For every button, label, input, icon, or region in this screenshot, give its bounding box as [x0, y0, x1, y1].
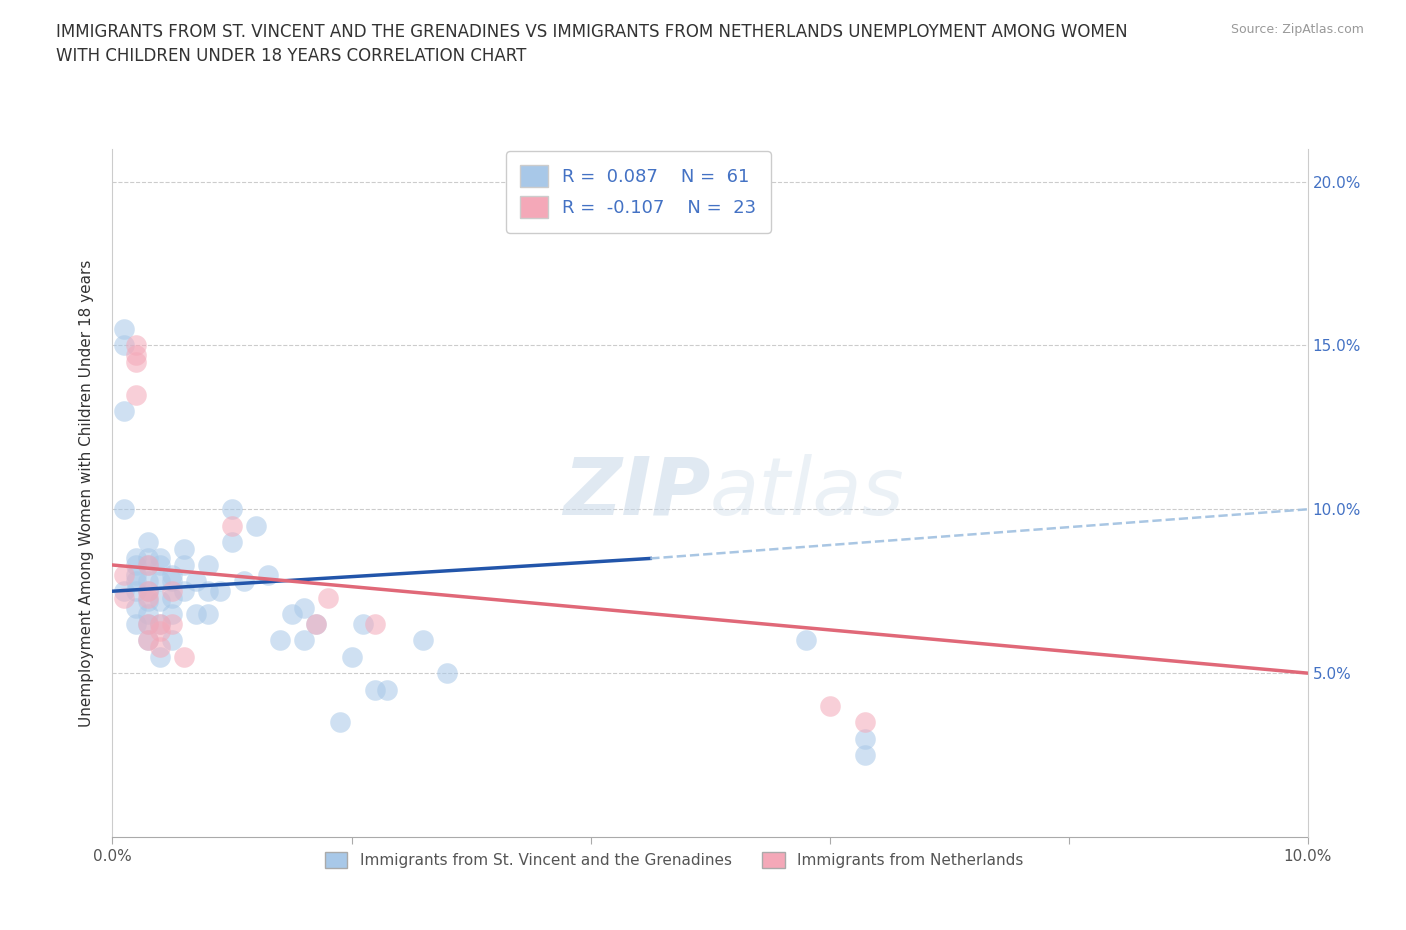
- Point: [138, 574, 160, 589]
- Point: [221, 535, 243, 550]
- Point: [162, 584, 183, 599]
- Point: [149, 640, 172, 655]
- Point: [269, 633, 291, 648]
- Point: [292, 633, 315, 648]
- Point: [138, 606, 160, 621]
- Point: [125, 600, 148, 615]
- Point: [162, 617, 183, 631]
- Point: [316, 591, 339, 605]
- Point: [364, 617, 387, 631]
- Point: [436, 666, 458, 681]
- Y-axis label: Unemployment Among Women with Children Under 18 years: Unemployment Among Women with Children U…: [79, 259, 94, 726]
- Point: [162, 606, 183, 621]
- Point: [114, 322, 135, 337]
- Legend: Immigrants from St. Vincent and the Grenadines, Immigrants from Netherlands: Immigrants from St. Vincent and the Gren…: [319, 846, 1029, 874]
- Point: [173, 558, 195, 573]
- Point: [162, 567, 183, 582]
- Point: [114, 567, 135, 582]
- Point: [162, 591, 183, 605]
- Point: [125, 387, 148, 402]
- Point: [149, 617, 172, 631]
- Point: [138, 633, 160, 648]
- Point: [364, 682, 387, 697]
- Point: [125, 354, 148, 369]
- Point: [149, 617, 172, 631]
- Point: [149, 623, 172, 638]
- Point: [149, 593, 172, 608]
- Point: [186, 574, 208, 589]
- Point: [257, 567, 280, 582]
- Point: [305, 617, 328, 631]
- Text: Source: ZipAtlas.com: Source: ZipAtlas.com: [1230, 23, 1364, 36]
- Point: [855, 748, 877, 763]
- Point: [138, 535, 160, 550]
- Point: [173, 584, 195, 599]
- Point: [125, 338, 148, 352]
- Point: [818, 698, 841, 713]
- Point: [162, 574, 183, 589]
- Point: [162, 633, 183, 648]
- Point: [149, 551, 172, 565]
- Point: [149, 558, 172, 573]
- Point: [855, 715, 877, 730]
- Point: [125, 617, 148, 631]
- Point: [138, 558, 160, 573]
- Point: [125, 558, 148, 573]
- Point: [114, 591, 135, 605]
- Point: [794, 633, 817, 648]
- Point: [292, 600, 315, 615]
- Point: [197, 584, 219, 599]
- Point: [125, 348, 148, 363]
- Point: [173, 649, 195, 664]
- Point: [114, 338, 135, 352]
- Point: [329, 715, 352, 730]
- Text: IMMIGRANTS FROM ST. VINCENT AND THE GRENADINES VS IMMIGRANTS FROM NETHERLANDS UN: IMMIGRANTS FROM ST. VINCENT AND THE GREN…: [56, 23, 1128, 65]
- Point: [186, 606, 208, 621]
- Point: [149, 649, 172, 664]
- Point: [340, 649, 363, 664]
- Point: [221, 518, 243, 533]
- Point: [209, 584, 232, 599]
- Point: [138, 551, 160, 565]
- Point: [138, 633, 160, 648]
- Point: [233, 574, 256, 589]
- Point: [412, 633, 434, 648]
- Point: [125, 551, 148, 565]
- Point: [138, 584, 160, 599]
- Point: [114, 584, 135, 599]
- Point: [125, 567, 148, 582]
- Point: [245, 518, 267, 533]
- Point: [138, 584, 160, 599]
- Point: [125, 584, 148, 599]
- Point: [138, 591, 160, 605]
- Point: [138, 558, 160, 573]
- Point: [173, 541, 195, 556]
- Point: [221, 502, 243, 517]
- Point: [138, 617, 160, 631]
- Point: [305, 617, 328, 631]
- Point: [125, 574, 148, 589]
- Point: [281, 606, 304, 621]
- Point: [197, 558, 219, 573]
- Point: [197, 606, 219, 621]
- Text: atlas: atlas: [710, 454, 905, 532]
- Point: [138, 593, 160, 608]
- Point: [377, 682, 399, 697]
- Point: [353, 617, 375, 631]
- Point: [114, 404, 135, 418]
- Text: ZIP: ZIP: [562, 454, 710, 532]
- Point: [855, 731, 877, 746]
- Point: [114, 502, 135, 517]
- Point: [138, 617, 160, 631]
- Point: [149, 574, 172, 589]
